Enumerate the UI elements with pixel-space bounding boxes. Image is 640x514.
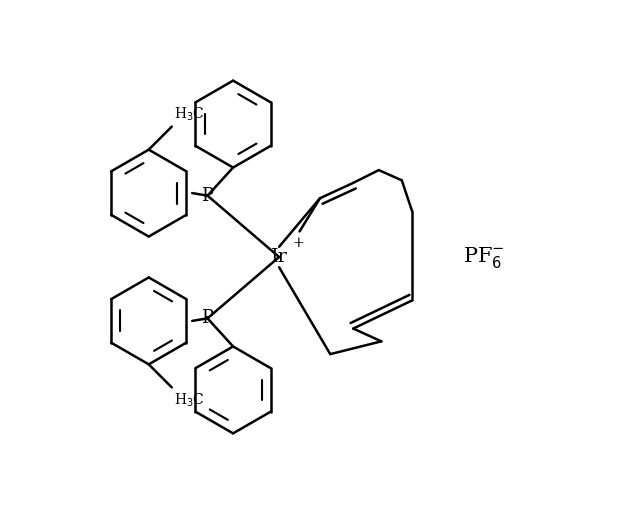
Text: P: P	[202, 187, 214, 205]
Text: PF$_6^{-}$: PF$_6^{-}$	[463, 245, 504, 269]
Text: H$_3$C: H$_3$C	[174, 105, 205, 122]
Text: P: P	[202, 309, 214, 327]
Text: +: +	[292, 236, 305, 250]
Text: Ir: Ir	[271, 248, 287, 266]
Text: H$_3$C: H$_3$C	[174, 392, 205, 409]
